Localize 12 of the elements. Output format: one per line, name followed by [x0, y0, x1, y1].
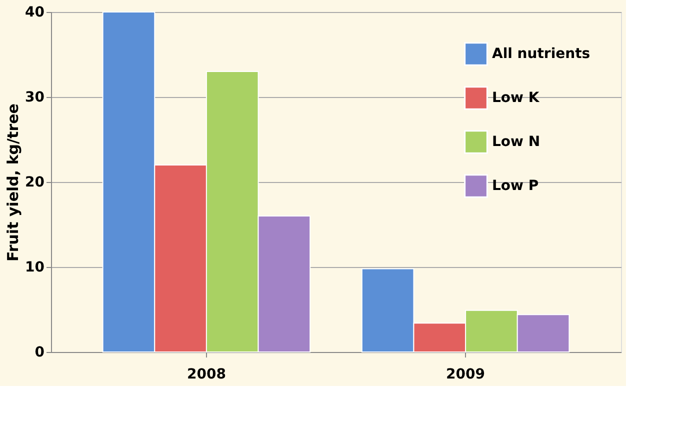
y-tick-label: 10	[25, 260, 45, 276]
y-axis-title: Fruit yield, kg/tree	[4, 104, 22, 262]
y-tick-label: 30	[25, 90, 45, 106]
legend-label: Low P	[492, 178, 539, 194]
x-tick-label: 2009	[446, 366, 486, 382]
legend-label: All nutrients	[492, 46, 590, 62]
y-tick-label: 40	[25, 4, 45, 20]
legend-label: Low K	[492, 90, 540, 106]
y-tick-label: 20	[25, 174, 45, 190]
legend-label: Low N	[492, 134, 540, 150]
x-tick-label: 2008	[186, 366, 226, 382]
y-tick-label: 0	[34, 344, 45, 360]
